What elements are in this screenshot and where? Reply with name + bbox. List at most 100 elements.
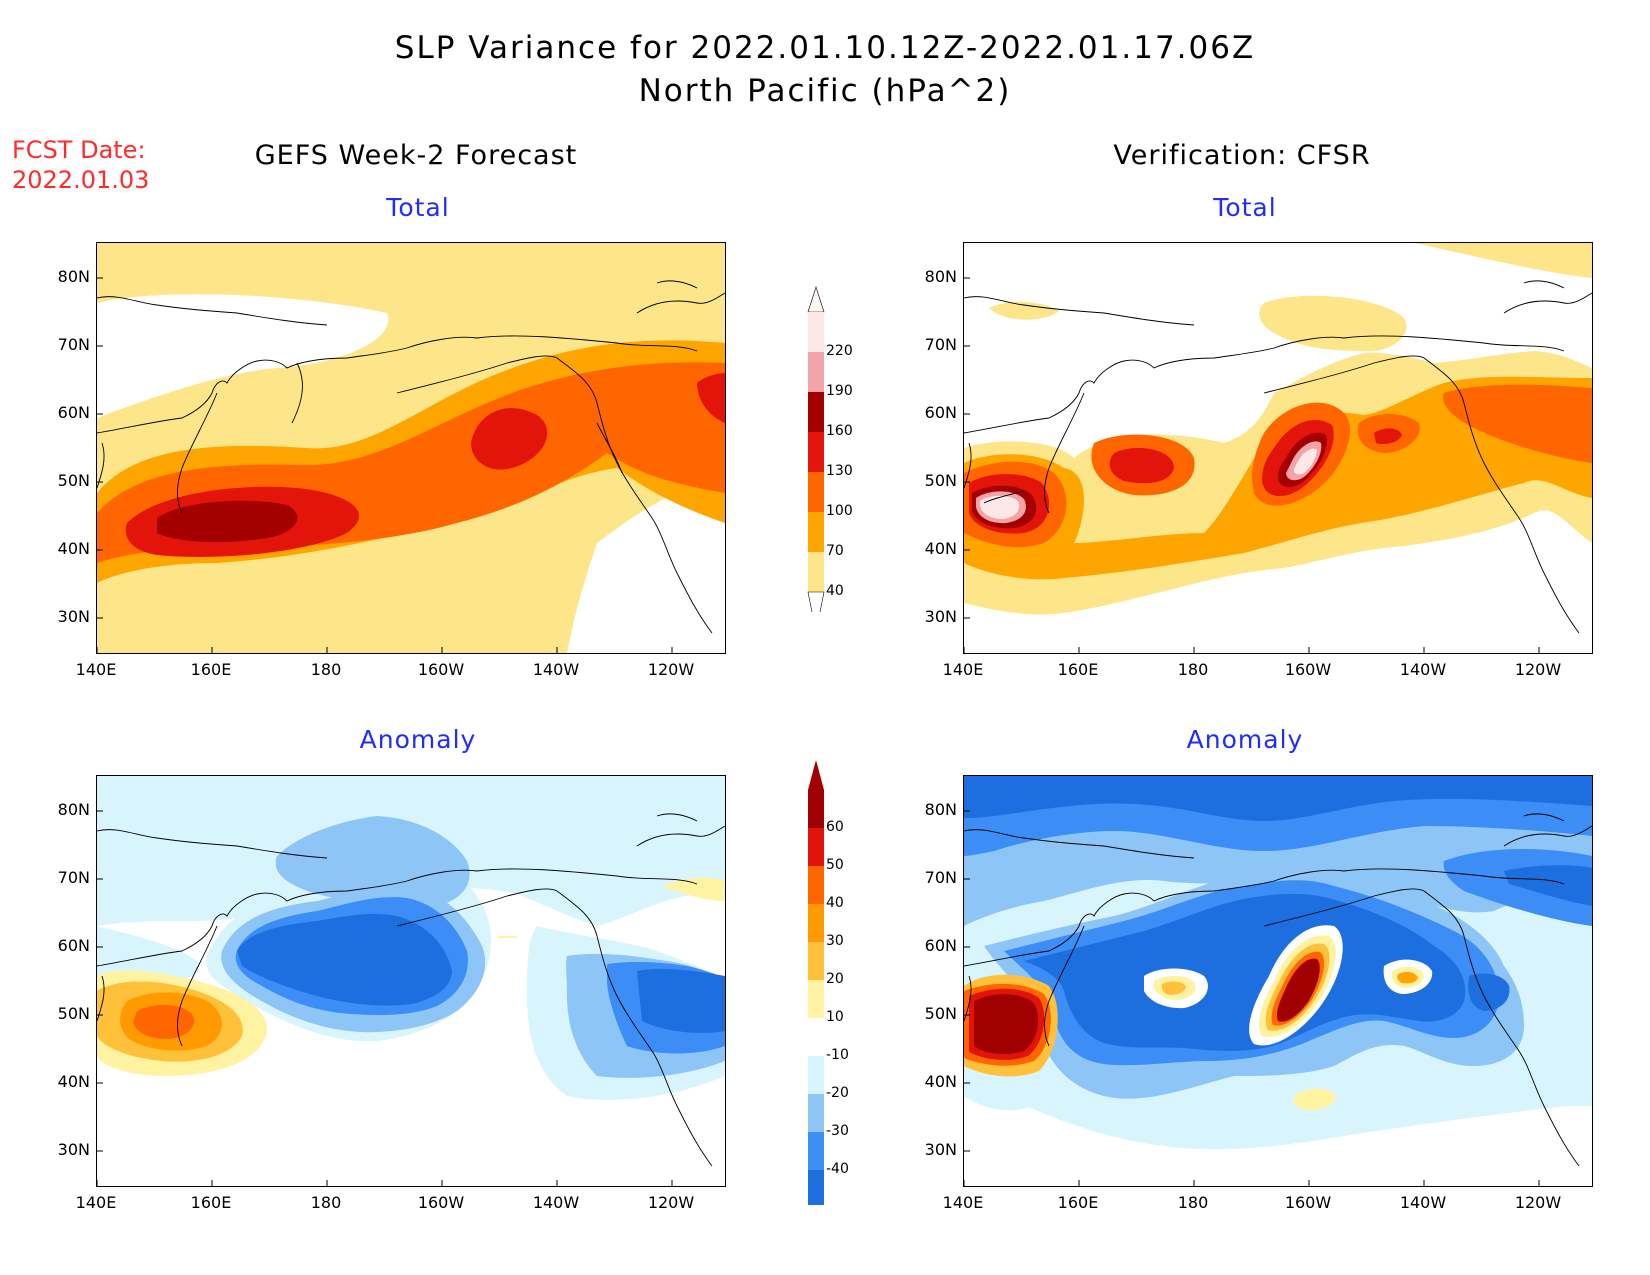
lon-label: 120W (1514, 1193, 1562, 1212)
lon-label: 140W (1399, 660, 1447, 679)
lat-label: 70N (57, 868, 90, 887)
lon-label: 160W (417, 1193, 465, 1212)
lon-label: 140E (75, 1193, 117, 1212)
colorbar-anomaly-label: -40 (826, 1161, 849, 1177)
lat-label: 70N (924, 335, 957, 354)
lon-label: 160E (190, 660, 232, 679)
lat-label: 50N (57, 1004, 90, 1023)
lat-label: 70N (57, 335, 90, 354)
lon-label: 180 (1177, 660, 1209, 679)
colorbar-anomaly-label: 20 (826, 971, 844, 987)
colorbar-anomaly-swatch (808, 1132, 824, 1170)
colorbar-anomaly-label: 10 (826, 1009, 844, 1025)
colorbar-anomaly-label: -30 (826, 1123, 849, 1139)
colorbar-total-swatch (808, 392, 824, 432)
map-verification-anomaly (963, 775, 1593, 1187)
lat-label: 30N (57, 1140, 90, 1159)
lat-label: 40N (924, 1072, 957, 1091)
lon-label: 140E (942, 660, 984, 679)
lat-label: 60N (57, 936, 90, 955)
colorbar-total-label: 220 (826, 343, 853, 359)
colorbar-anomaly-label: 30 (826, 933, 844, 949)
colorbar-total (806, 282, 846, 633)
map-forecast-anomaly (96, 775, 726, 1187)
map-forecast-total (96, 242, 726, 654)
colorbar-anomaly-swatch (808, 1170, 824, 1208)
panel-title-top-right: Total (1213, 193, 1277, 222)
panel-title-bottom-right: Anomaly (1186, 725, 1304, 754)
lon-label: 140W (532, 660, 580, 679)
map-verification-total (963, 242, 1593, 654)
colorbar-anomaly-top-tip (808, 760, 824, 790)
lat-label: 50N (57, 471, 90, 490)
panel-title-bottom-left: Anomaly (359, 725, 477, 754)
lon-label: 160W (1284, 1193, 1332, 1212)
lat-label: 30N (924, 607, 957, 626)
fcst-date-label: FCST Date: (12, 136, 146, 164)
lat-label: 30N (924, 1140, 957, 1159)
colorbar-total-label: 190 (826, 383, 853, 399)
colorbar-total-swatch (808, 512, 824, 552)
colorbar-anomaly-label: -20 (826, 1085, 849, 1101)
lon-label: 180 (310, 1193, 342, 1212)
lon-label: 140E (75, 660, 117, 679)
colorbar-anomaly-swatch (808, 790, 824, 828)
colorbar-anomaly-swatch (808, 828, 824, 866)
colorbar-total-swatch (808, 552, 824, 592)
lat-label: 40N (924, 539, 957, 558)
lon-label: 140W (1399, 1193, 1447, 1212)
colorbar-total-swatch (808, 432, 824, 472)
colorbar-anomaly-swatch (808, 942, 824, 980)
lat-label: 40N (57, 539, 90, 558)
colorbar-total-label: 100 (826, 503, 853, 519)
lat-label: 30N (57, 607, 90, 626)
lat-label: 60N (924, 403, 957, 422)
colorbar-anomaly-label: 60 (826, 819, 844, 835)
lat-label: 50N (924, 471, 957, 490)
lon-label: 160W (1284, 660, 1332, 679)
colorbar-anomaly-swatch (808, 980, 824, 1018)
lat-label: 60N (924, 936, 957, 955)
colorbar-total-bottom-tip (807, 591, 825, 633)
lon-label: 120W (647, 1193, 695, 1212)
lon-label: 160E (1057, 1193, 1099, 1212)
fcst-date-value: 2022.01.03 (12, 166, 150, 194)
verification-column-title: Verification: CFSR (1113, 140, 1371, 171)
lat-label: 60N (57, 403, 90, 422)
lat-label: 50N (924, 1004, 957, 1023)
colorbar-total-label: 160 (826, 423, 853, 439)
colorbar-total-label: 40 (826, 583, 844, 599)
colorbar-total-top-tip (807, 286, 825, 313)
lon-label: 120W (647, 660, 695, 679)
lat-label: 80N (57, 267, 90, 286)
colorbar-anomaly-label: 40 (826, 895, 844, 911)
colorbar-total-label: 130 (826, 463, 853, 479)
colorbar-anomaly-label: -10 (826, 1047, 849, 1063)
colorbar-total-swatch (808, 472, 824, 512)
lon-label: 180 (310, 660, 342, 679)
colorbar-anomaly-swatch (808, 866, 824, 904)
colorbar-anomaly-swatch (808, 904, 824, 942)
colorbar-total-swatch (808, 352, 824, 392)
panel-title-top-left: Total (386, 193, 450, 222)
lon-label: 120W (1514, 660, 1562, 679)
lat-label: 70N (924, 868, 957, 887)
lon-label: 140W (532, 1193, 580, 1212)
lon-label: 140E (942, 1193, 984, 1212)
lon-label: 160W (417, 660, 465, 679)
lon-label: 180 (1177, 1193, 1209, 1212)
colorbar-anomaly-swatch (808, 1056, 824, 1094)
lon-label: 160E (190, 1193, 232, 1212)
lat-label: 80N (924, 800, 957, 819)
colorbar-total-label: 70 (826, 543, 844, 559)
figure-subtitle: North Pacific (hPa^2) (638, 73, 1012, 109)
colorbar-anomaly-swatch (808, 1094, 824, 1132)
lat-label: 80N (57, 800, 90, 819)
lat-label: 80N (924, 267, 957, 286)
colorbar-total-swatch (808, 312, 824, 352)
lon-label: 160E (1057, 660, 1099, 679)
lat-label: 40N (57, 1072, 90, 1091)
figure-title: SLP Variance for 2022.01.10.12Z-2022.01.… (394, 30, 1256, 66)
forecast-column-title: GEFS Week-2 Forecast (254, 140, 578, 171)
colorbar-anomaly-swatch (808, 1018, 824, 1056)
